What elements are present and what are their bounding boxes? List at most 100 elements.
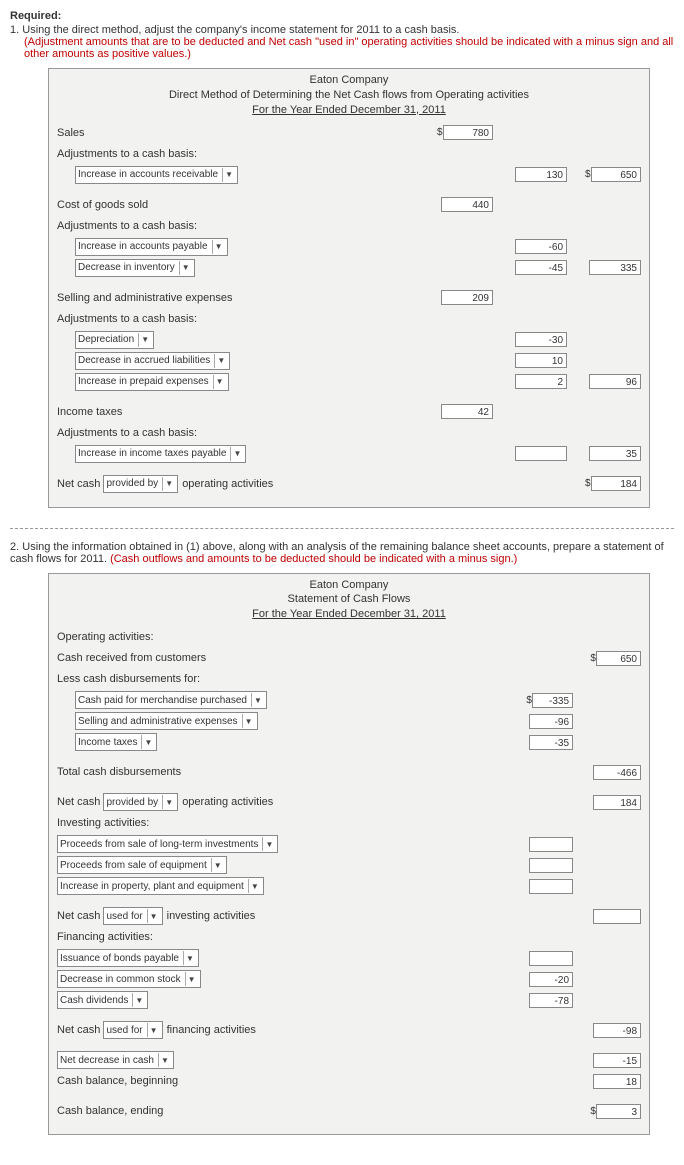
select-stock[interactable]: Decrease in common stock▼ (57, 970, 201, 988)
select-netdec[interactable]: Net decrease in cash▼ (57, 1051, 174, 1069)
chevron-down-icon: ▼ (211, 858, 224, 872)
chevron-down-icon: ▼ (141, 735, 154, 749)
select-div[interactable]: Cash dividends▼ (57, 991, 148, 1009)
label-totdisb: Total cash disbursements (57, 766, 509, 778)
net-pre: Net cash (57, 478, 100, 490)
input-inv-c[interactable]: 335 (589, 260, 641, 275)
input-div[interactable]: -78 (529, 993, 573, 1008)
input-ppe[interactable] (529, 879, 573, 894)
row-endbal: Cash balance, ending $3 (57, 1101, 641, 1121)
input-merch[interactable]: -335 (532, 693, 573, 708)
select-dep[interactable]: Depreciation▼ (75, 331, 154, 349)
row-sga2: Selling and administrative expenses▼ -96 (57, 711, 641, 731)
dollar-endbal: $ (583, 1106, 596, 1117)
row-less: Less cash disbursements for: (57, 669, 641, 689)
input-begbal[interactable]: 18 (593, 1074, 641, 1089)
input-ap-b[interactable]: -60 (515, 239, 567, 254)
select-ap[interactable]: Increase in accounts payable▼ (75, 238, 228, 256)
row-taxpay: Increase in income taxes payable▼ 35 (57, 444, 641, 464)
row-adj3: Adjustments to a cash basis: (57, 309, 641, 329)
input-inv-b[interactable]: -45 (515, 260, 567, 275)
row-netinv: Net cash used for▼ investing activities (57, 906, 641, 926)
q1-header: Eaton Company Direct Method of Determini… (49, 69, 649, 118)
select-taxpay[interactable]: Increase in income taxes payable▼ (75, 445, 246, 463)
input-ar-c[interactable]: 650 (591, 167, 641, 182)
input-accr-b[interactable]: 10 (515, 353, 567, 368)
chevron-down-icon: ▼ (179, 261, 192, 275)
select-bonds[interactable]: Issuance of bonds payable▼ (57, 949, 199, 967)
q1-hdr-company: Eaton Company (49, 73, 649, 88)
select-netfin[interactable]: used for▼ (103, 1021, 162, 1039)
select-merch[interactable]: Cash paid for merchandise purchased▼ (75, 691, 267, 709)
input-netdec[interactable]: -15 (593, 1053, 641, 1068)
row-ppe: Increase in property, plant and equipmen… (57, 876, 641, 896)
label-tax: Income taxes (57, 406, 425, 418)
row-netfin: Net cash used for▼ financing activities … (57, 1020, 641, 1040)
input-tax[interactable]: 42 (441, 404, 493, 419)
select-equip[interactable]: Proceeds from sale of equipment▼ (57, 856, 227, 874)
row-ltinv: Proceeds from sale of long-term investme… (57, 834, 641, 854)
label-adj2: Adjustments to a cash basis: (57, 220, 425, 232)
q1-instructions: (Adjustment amounts that are to be deduc… (24, 36, 674, 60)
q1-body: Using the direct method, adjust the comp… (22, 24, 459, 36)
input-tax2[interactable]: -35 (529, 735, 573, 750)
input-bonds[interactable] (529, 951, 573, 966)
input-prep-c[interactable]: 96 (589, 374, 641, 389)
select-inv[interactable]: Decrease in inventory▼ (75, 259, 195, 277)
select-prep[interactable]: Increase in prepaid expenses▼ (75, 373, 229, 391)
input-equip[interactable] (529, 858, 573, 873)
q2-text: 2. Using the information obtained in (1)… (10, 541, 674, 565)
input-cashrec[interactable]: 650 (596, 651, 641, 666)
row-totdisb: Total cash disbursements -466 (57, 762, 641, 782)
input-endbal[interactable]: 3 (596, 1104, 641, 1119)
separator (10, 528, 674, 529)
select-netinv[interactable]: used for▼ (103, 907, 162, 925)
select-sga2[interactable]: Selling and administrative expenses▼ (75, 712, 258, 730)
input-ltinv[interactable] (529, 837, 573, 852)
q1-hdr-title: Direct Method of Determining the Net Cas… (49, 88, 649, 103)
select-accr[interactable]: Decrease in accrued liabilities▼ (75, 352, 230, 370)
input-sga[interactable]: 209 (441, 290, 493, 305)
row-finact: Financing activities: (57, 927, 641, 947)
input-netop[interactable]: 184 (593, 795, 641, 810)
row-adj1: Adjustments to a cash basis: (57, 144, 641, 164)
row-adj2: Adjustments to a cash basis: (57, 216, 641, 236)
input-net-c[interactable]: 184 (591, 476, 641, 491)
row-net: Net cash provided by▼ operating activiti… (57, 474, 641, 494)
select-ltinv[interactable]: Proceeds from sale of long-term investme… (57, 835, 278, 853)
input-taxpay-b[interactable] (515, 446, 567, 461)
row-netdec: Net decrease in cash▼ -15 (57, 1050, 641, 1070)
row-bonds: Issuance of bonds payable▼ (57, 948, 641, 968)
label-sales: Sales (57, 127, 425, 139)
input-taxpay-c[interactable]: 35 (589, 446, 641, 461)
input-ar-b[interactable]: 130 (515, 167, 567, 182)
input-sga2[interactable]: -96 (529, 714, 573, 729)
row-ar: Increase in accounts receivable▼ 130 $65… (57, 165, 641, 185)
select-ar[interactable]: Increase in accounts receivable▼ (75, 166, 238, 184)
input-prep-b[interactable]: 2 (515, 374, 567, 389)
input-netinv[interactable] (593, 909, 641, 924)
input-totdisb[interactable]: -466 (593, 765, 641, 780)
label-begbal: Cash balance, beginning (57, 1075, 509, 1087)
row-equip: Proceeds from sale of equipment▼ (57, 855, 641, 875)
input-dep-b[interactable]: -30 (515, 332, 567, 347)
netinv-post: investing activities (167, 910, 256, 922)
chevron-down-icon: ▼ (222, 168, 235, 182)
input-netfin[interactable]: -98 (593, 1023, 641, 1038)
row-stock: Decrease in common stock▼ -20 (57, 969, 641, 989)
row-ap: Increase in accounts payable▼ -60 (57, 237, 641, 257)
select-ppe[interactable]: Increase in property, plant and equipmen… (57, 877, 264, 895)
select-tax2[interactable]: Income taxes▼ (75, 733, 157, 751)
chevron-down-icon: ▼ (158, 1053, 171, 1067)
row-opact: Operating activities: (57, 627, 641, 647)
row-inv: Decrease in inventory▼ -45 335 (57, 258, 641, 278)
input-sales[interactable]: 780 (443, 125, 493, 140)
input-stock[interactable]: -20 (529, 972, 573, 987)
chevron-down-icon: ▼ (162, 795, 175, 809)
select-net[interactable]: provided by▼ (103, 475, 178, 493)
chevron-down-icon: ▼ (147, 1023, 160, 1037)
input-cogs[interactable]: 440 (441, 197, 493, 212)
q2-hdr-title: Statement of Cash Flows (49, 592, 649, 607)
select-netop[interactable]: provided by▼ (103, 793, 178, 811)
dollar-merch: $ (519, 695, 532, 706)
